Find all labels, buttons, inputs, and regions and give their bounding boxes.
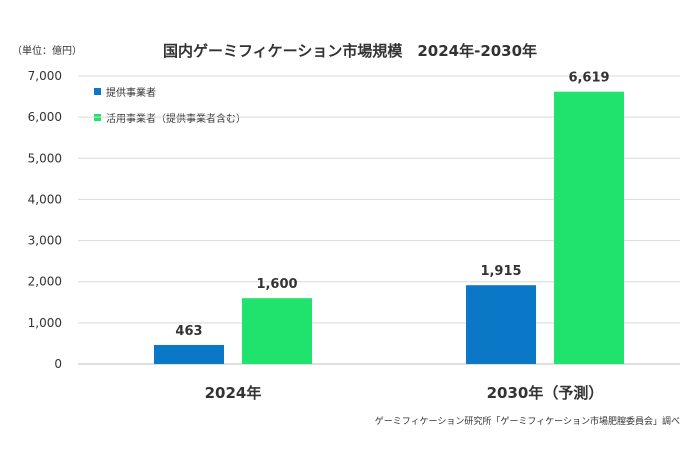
y-tick-label: 3,000 (28, 234, 62, 248)
bar-provider (154, 344, 224, 364)
legend-label-user: 活用事業者（提供事業者含む） (106, 113, 246, 125)
data-label-provider: 463 (175, 324, 202, 339)
legend-label-provider: 提供事業者 (106, 87, 156, 99)
y-tick-label: 0 (54, 357, 62, 371)
y-tick-label: 6,000 (28, 110, 62, 124)
chart-title: 国内ゲーミフィケーション市場規模 2024年-2030年 (162, 42, 538, 60)
data-label-provider: 1,915 (480, 264, 521, 279)
y-tick-label: 2,000 (28, 275, 62, 289)
legend-swatch-provider (94, 87, 101, 95)
y-tick-label: 1,000 (28, 316, 62, 330)
legend-item-provider: 提供事業者 (94, 84, 246, 99)
source-note: ゲーミフィケーション研究所「ゲーミフィケーション市場肥膣委員会」調べ (374, 417, 680, 427)
y-tick-label: 5,000 (28, 151, 62, 165)
data-label-user: 1,600 (256, 277, 297, 292)
bar-user (242, 298, 312, 364)
bar-user (554, 91, 624, 365)
bar-provider (466, 285, 536, 364)
x-tick-label: 2030年（予測） (487, 384, 604, 402)
y-tick-label: 4,000 (28, 192, 62, 206)
unit-label: （単位：億円） (12, 46, 82, 57)
y-tick-label: 7,000 (28, 69, 62, 83)
x-tick-label: 2024年 (205, 384, 262, 402)
data-label-user: 6,619 (568, 71, 609, 86)
